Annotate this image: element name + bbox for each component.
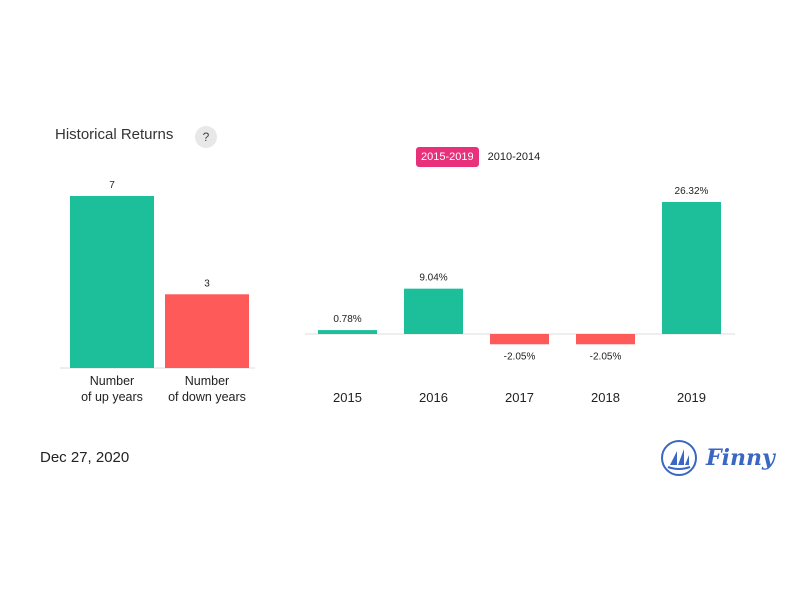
bar-2018 — [576, 334, 635, 345]
x-tick-label-2019: 2019 — [677, 390, 706, 405]
bar-up-years — [70, 196, 154, 368]
finny-logo: Finny — [660, 439, 775, 477]
category-label-up-1: of up years — [81, 390, 143, 404]
bar-2015 — [318, 330, 377, 334]
data-label-2015: 0.78% — [333, 314, 361, 325]
help-icon[interactable]: ? — [195, 126, 217, 148]
category-label-up-0: Number — [90, 374, 134, 388]
chart-title: Historical Returns — [55, 126, 174, 143]
category-label-down-0: Number — [185, 374, 229, 388]
tab-2010-2014[interactable]: 2010-2014 — [487, 151, 541, 163]
sailboat-icon — [661, 440, 697, 476]
bar-2019 — [662, 202, 721, 334]
bar-down-years — [165, 294, 249, 368]
bar-2016 — [404, 288, 463, 334]
data-label-2019: 26.32% — [675, 186, 709, 197]
data-label-2016: 9.04% — [419, 273, 447, 284]
data-label-down: 3 — [204, 278, 210, 289]
x-tick-label-2016: 2016 — [419, 390, 448, 405]
bar-2017 — [490, 334, 549, 345]
as-of-date: Dec 27, 2020 — [40, 449, 130, 466]
category-label-down-1: of down years — [168, 390, 246, 404]
x-tick-label-2017: 2017 — [505, 390, 534, 405]
tab-2015-2019[interactable]: 2015-2019 — [416, 147, 479, 167]
data-label-up: 7 — [109, 180, 115, 191]
logo-text: Finny — [706, 445, 775, 471]
data-label-2017: -2.05% — [504, 351, 536, 362]
x-tick-label-2018: 2018 — [591, 390, 620, 405]
data-label-2018: -2.05% — [590, 351, 622, 362]
x-tick-label-2015: 2015 — [333, 390, 362, 405]
period-tabs: 2015-2019 2010-2014 — [416, 147, 545, 167]
